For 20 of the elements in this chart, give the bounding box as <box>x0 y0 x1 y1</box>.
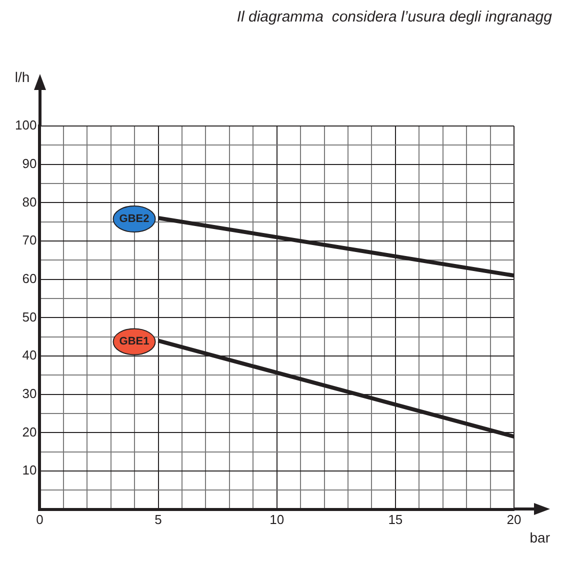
y-tick-label: 80 <box>22 194 37 210</box>
y-tick-label: 100 <box>14 118 37 133</box>
y-tick-label: 50 <box>22 309 37 324</box>
chart-title: Il diagramma considera l’usura degli ingranagg <box>236 8 553 26</box>
y-axis-title: l/h <box>14 68 30 85</box>
x-tick-label: 10 <box>270 512 284 527</box>
y-tick-label: 90 <box>22 156 37 171</box>
x-tick-label: 20 <box>506 512 522 527</box>
y-tick-label: 70 <box>22 232 37 248</box>
x-tick-label: 5 <box>154 512 162 527</box>
series-label: GBE2 <box>119 213 150 226</box>
x-tick-label: 15 <box>388 512 403 527</box>
y-tick-label: 40 <box>22 348 37 363</box>
y-tick-label: 10 <box>22 462 37 478</box>
y-tick-label: 20 <box>22 424 37 440</box>
x-tick-label: 0 <box>36 512 44 527</box>
y-tick-label: 30 <box>22 386 37 401</box>
x-axis-title: bar <box>530 529 550 546</box>
series-label: GBE1 <box>119 336 150 348</box>
y-tick-label: 60 <box>22 270 37 286</box>
